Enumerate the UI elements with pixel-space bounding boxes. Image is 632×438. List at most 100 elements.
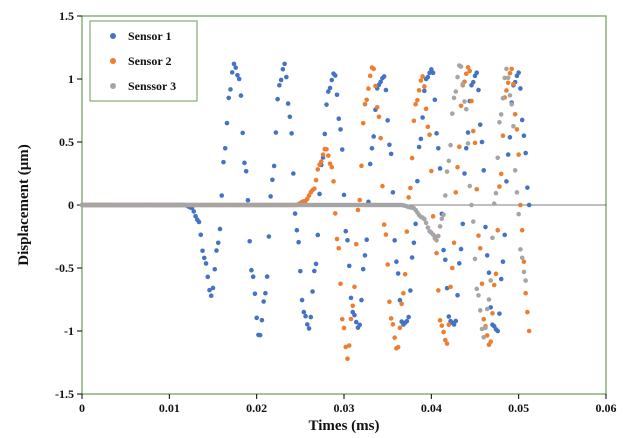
data-point [472,140,478,146]
data-point [273,130,279,135]
data-point [270,177,275,183]
data-point [437,166,443,171]
legend-items: Sensor 1 Sensor 2 Senssor 3 [110,29,176,93]
data-point [502,75,507,81]
data-point [429,67,434,72]
data-point [477,245,483,251]
data-point [395,344,401,350]
data-point [519,117,525,123]
data-point [390,322,396,327]
data-point [526,202,532,208]
data-point [449,111,455,116]
data-point [322,131,328,137]
data-point [484,253,490,258]
data-point [516,70,521,75]
data-point [484,333,490,338]
data-point [381,74,387,79]
legend-marker [110,58,116,64]
data-point [518,86,523,91]
data-point [483,224,488,230]
data-point [458,64,464,69]
data-point [387,142,392,148]
data-point [463,71,469,77]
data-point [338,127,343,132]
data-point [514,127,520,132]
data-point [291,171,296,176]
data-point [324,102,329,107]
data-point [467,183,473,189]
data-point [446,322,452,328]
data-point [404,318,410,324]
data-point [465,141,471,146]
data-point [369,146,375,151]
data-point [341,325,347,331]
data-point [298,268,303,274]
data-point [416,144,422,150]
data-point [334,236,340,242]
data-point [394,259,399,265]
data-point [336,245,342,251]
data-point [451,95,457,101]
data-point [259,317,265,323]
data-point [380,183,385,189]
legend: Sensor 1 Sensor 2 Senssor 3 [89,20,198,102]
data-point [458,103,464,109]
data-point [325,153,331,158]
data-point [439,216,445,222]
data-point [434,131,439,136]
data-point [521,133,527,138]
data-point [422,88,427,94]
data-point [193,213,198,219]
data-point [233,65,239,70]
data-point [357,197,363,203]
data-point [332,73,338,78]
data-point [240,130,245,136]
data-point [444,285,450,291]
data-point [451,322,457,327]
data-point [418,136,424,142]
data-point [460,81,466,87]
data-point [493,271,499,277]
data-point [462,171,467,176]
data-point [196,219,202,225]
data-point [392,335,397,340]
data-point [502,232,507,238]
data-point [465,65,471,70]
data-point [224,120,230,126]
data-point [292,211,298,216]
data-point [409,155,415,161]
data-point [348,295,354,301]
data-point [395,271,401,276]
data-point [374,105,380,110]
data-point [448,284,453,290]
data-point [228,87,233,92]
data-point [254,315,259,321]
data-point [408,185,413,191]
data-point [476,233,481,238]
data-point [242,160,247,166]
data-point [411,240,417,246]
data-point [507,70,513,76]
data-point [362,101,368,107]
data-point [422,84,427,89]
data-point [465,130,471,135]
data-point [397,325,403,331]
data-point [455,293,460,298]
data-point [479,139,485,145]
data-point [388,316,394,321]
data-point [474,70,480,75]
data-point [427,132,432,137]
data-point [504,179,509,184]
data-point [458,246,464,252]
data-point [296,239,301,245]
data-point [264,274,270,279]
data-point [477,308,483,313]
data-point [324,146,329,152]
data-point [399,301,404,307]
data-point [444,169,450,174]
data-point [481,316,487,322]
data-point [327,85,333,91]
data-point [305,322,310,327]
data-point [521,269,527,275]
data-point [287,114,293,120]
